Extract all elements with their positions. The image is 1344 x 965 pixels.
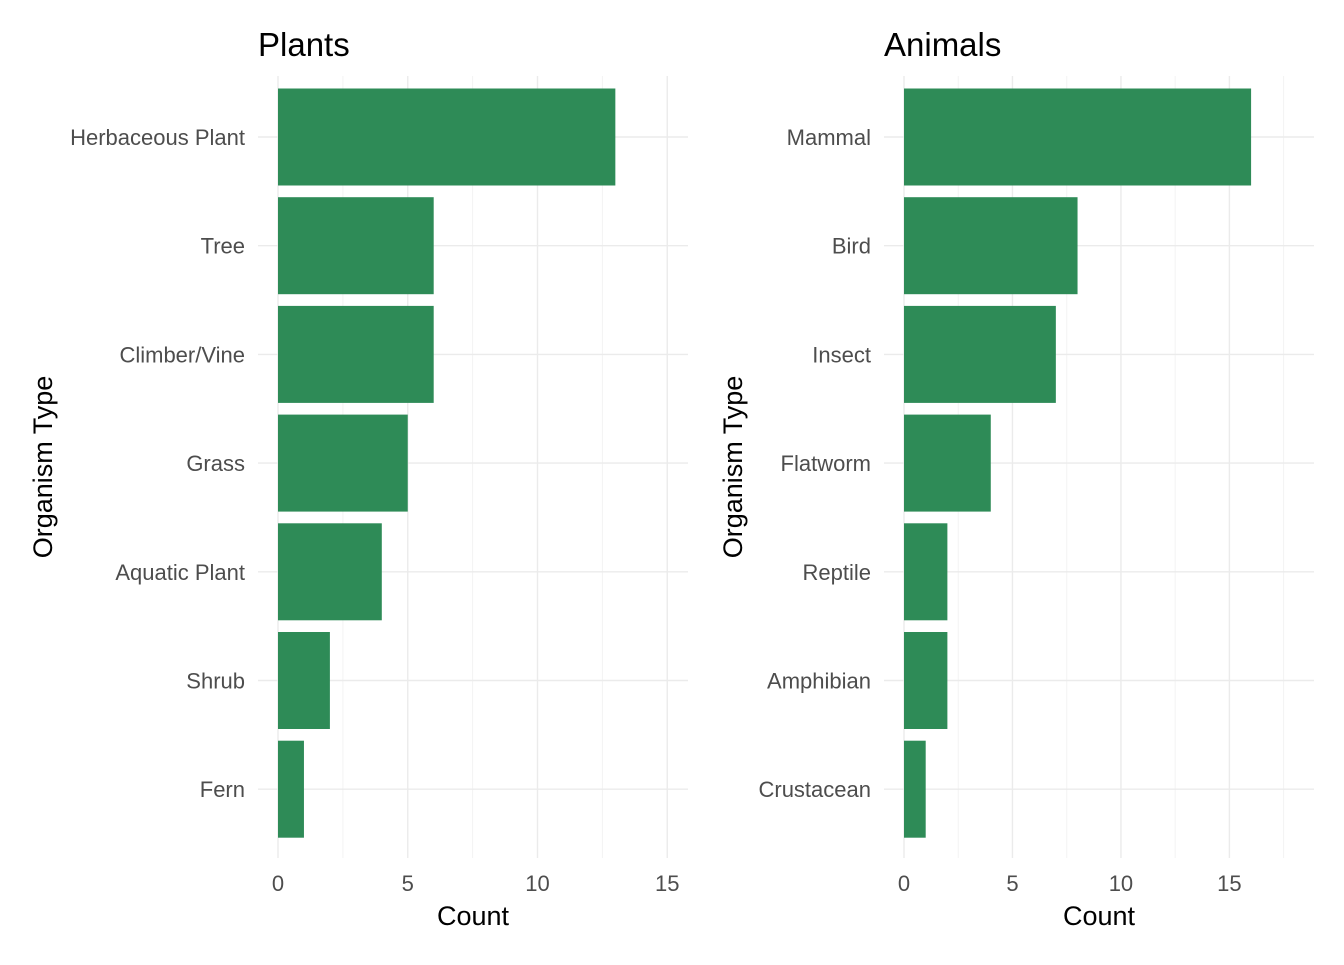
bar-shrub — [278, 632, 330, 729]
bar-climber-vine — [278, 305, 434, 403]
bar-reptile — [904, 523, 948, 621]
bar-tree — [278, 197, 434, 295]
x-tick-label: 0 — [898, 871, 910, 896]
y-axis-title: Organism Type — [28, 376, 58, 559]
y-tick-label: Tree — [201, 234, 245, 259]
x-tick-label: 10 — [525, 871, 549, 896]
chart-title: Animals — [884, 26, 1001, 63]
y-tick-label: Reptile — [803, 560, 871, 585]
bar-bird — [904, 197, 1078, 295]
bar-flatworm — [904, 414, 991, 512]
bar-mammal — [904, 88, 1252, 186]
bar-grass — [278, 414, 408, 512]
bar-amphibian — [904, 632, 948, 729]
bar-herbaceous-plant — [278, 88, 616, 186]
y-tick-label: Crustacean — [758, 777, 871, 802]
y-tick-label: Amphibian — [767, 669, 871, 694]
x-axis-title: Count — [1063, 901, 1136, 931]
y-tick-label: Mammal — [787, 125, 871, 150]
x-tick-label: 15 — [655, 871, 679, 896]
chart-title: Plants — [258, 26, 350, 63]
y-tick-label: Flatworm — [781, 451, 871, 476]
x-tick-label: 10 — [1109, 871, 1133, 896]
x-axis-title: Count — [437, 901, 510, 931]
y-tick-label: Bird — [832, 234, 871, 259]
y-tick-label: Shrub — [186, 669, 245, 694]
bar-fern — [278, 740, 304, 838]
y-tick-label: Herbaceous Plant — [70, 125, 245, 150]
bar-insect — [904, 305, 1056, 403]
y-tick-label: Climber/Vine — [119, 342, 245, 367]
x-tick-label: 0 — [272, 871, 284, 896]
y-tick-label: Fern — [200, 777, 245, 802]
bar-crustacean — [904, 740, 926, 838]
y-axis-title: Organism Type — [718, 376, 748, 559]
y-tick-label: Aquatic Plant — [115, 560, 245, 585]
chart-panel-1: Herbaceous Plant Tree Climber/Vine Grass Aqu… — [28, 26, 688, 931]
bar-aquatic-plant — [278, 523, 382, 621]
chart-panel-2: Mammal Bird Insect Flatworm Reptile Amphibian… — [718, 26, 1314, 931]
x-tick-label: 5 — [1006, 871, 1018, 896]
y-tick-label: Grass — [186, 451, 245, 476]
x-tick-label: 15 — [1217, 871, 1241, 896]
y-tick-label: Insect — [812, 342, 871, 367]
x-tick-label: 5 — [402, 871, 414, 896]
